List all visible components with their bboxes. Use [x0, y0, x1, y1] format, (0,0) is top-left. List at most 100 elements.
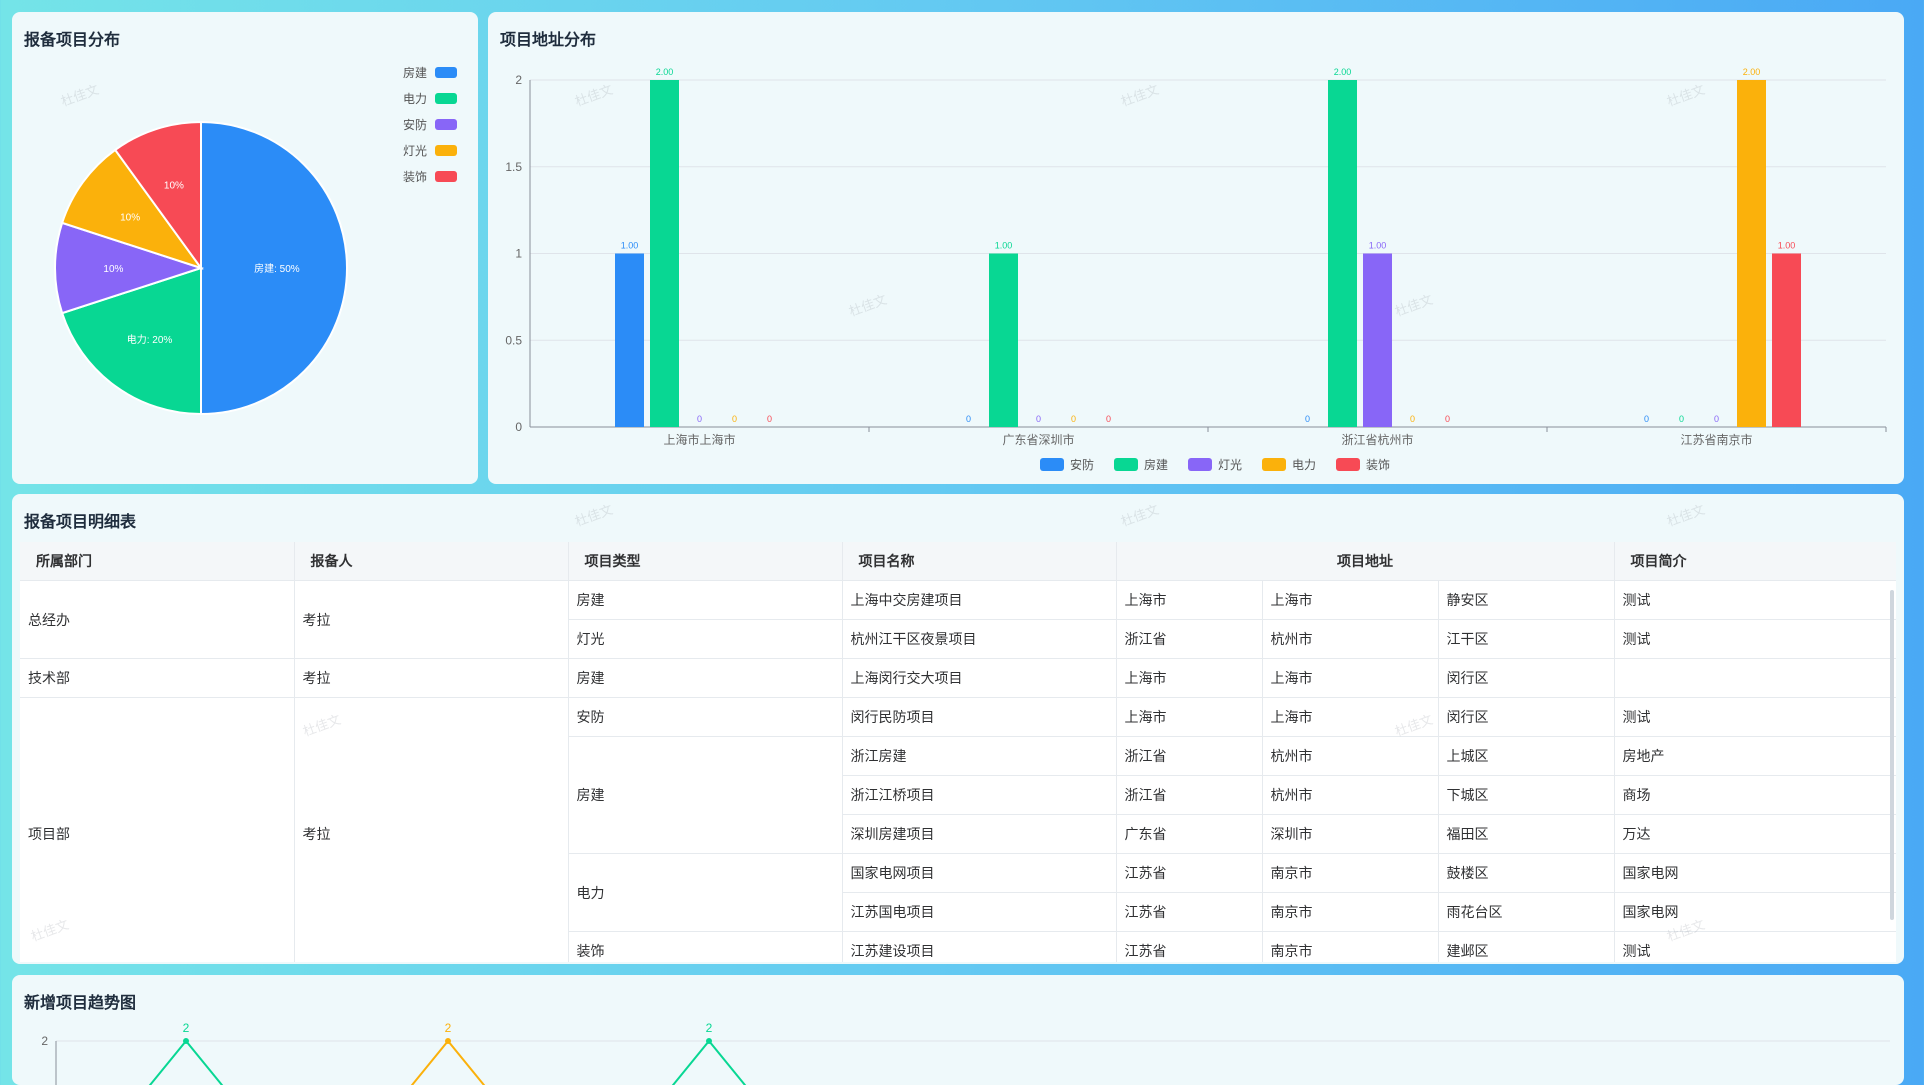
bar-category-label: 广东省深圳市	[1002, 432, 1074, 447]
trend-chart-card: 新增项目趋势图 2 2 2 2	[12, 975, 1904, 1085]
bar-房建-浙江省杭州市	[1328, 80, 1357, 427]
table-row[interactable]: 装饰 江苏建设项目 江苏省 南京市 建邺区 测试	[20, 931, 1896, 962]
cell-district: 静安区	[1438, 580, 1615, 620]
cell-province: 浙江省	[1116, 619, 1263, 659]
table-row[interactable]: 浙江江桥项目 浙江省 杭州市 下城区 商场	[20, 775, 1896, 815]
pie-legend-swatch	[435, 67, 457, 78]
cell-district: 闵行区	[1438, 697, 1615, 737]
bar-data-label: 0	[1644, 414, 1649, 424]
cell-type: 房建	[568, 736, 843, 854]
bar-data-label: 2.00	[1334, 67, 1352, 77]
cell-city: 上海市	[1262, 580, 1439, 620]
cell-desc: 测试	[1614, 619, 1896, 659]
trend-series-line	[148, 1039, 224, 1085]
table-row[interactable]: 房建 浙江房建 浙江省 杭州市 上城区 房地产	[20, 736, 1896, 854]
pie-slice-灯光	[60, 148, 204, 270]
bar-legend-swatch	[1262, 458, 1286, 471]
cell-type: 安防	[568, 697, 843, 737]
bar-data-label: 0	[767, 414, 772, 424]
bar-data-label: 0	[1106, 414, 1111, 424]
bar-chart: 0 0.5 1 1.5 2 上海市上海市 1.00 2.00 0 0 0 广东省深圳市 0 1.00 0 0 0…	[505, 67, 1887, 472]
table-row[interactable]: 电力 国家电网项目 江苏省 南京市 鼓楼区 国家电网	[20, 853, 1896, 932]
bar-房建-广东省深圳市	[989, 253, 1018, 427]
cell-city: 杭州市	[1262, 775, 1439, 815]
pie-legend-label: 安防	[403, 117, 427, 132]
cell-name: 杭州江干区夜景项目	[842, 619, 1117, 659]
cell-type: 装饰	[568, 931, 843, 962]
cell-city: 上海市	[1262, 697, 1439, 737]
table-row[interactable]: 深圳房建项目 广东省 深圳市 福田区 万达	[20, 814, 1896, 854]
cell-district: 江干区	[1438, 619, 1615, 659]
bar-data-label: 0	[732, 414, 737, 424]
table-row[interactable]: 灯光 杭州江干区夜景项目 浙江省 杭州市 江干区 测试	[20, 619, 1896, 659]
bar-category-label: 浙江省杭州市	[1341, 432, 1413, 447]
cell-district: 雨花台区	[1438, 892, 1615, 932]
cell-desc: 测试	[1614, 580, 1896, 620]
bar-legend-label: 灯光	[1218, 458, 1242, 472]
bar-legend-label: 电力	[1292, 458, 1316, 472]
trend-point	[183, 1038, 189, 1044]
cell-city: 深圳市	[1262, 814, 1439, 854]
detail-table: 所属部门 报备人 项目类型 项目名称 项目地址 项目简介 总经办 考拉 房建 上…	[20, 542, 1896, 962]
table-scrollbar[interactable]	[1890, 590, 1894, 920]
pie-legend-label: 灯光	[403, 144, 427, 158]
cell-type: 房建	[568, 580, 843, 620]
cell-name: 江苏国电项目	[842, 892, 1117, 932]
bar-data-label: 2.00	[656, 67, 674, 77]
cell-city: 上海市	[1262, 658, 1439, 698]
cell-name: 闵行民防项目	[842, 697, 1117, 737]
table-row[interactable]: 技术部 考拉 房建 上海闵行交大项目 上海市 上海市 闵行区	[20, 658, 1896, 698]
cell-name: 上海中交房建项目	[842, 580, 1117, 620]
cell-province: 上海市	[1116, 580, 1263, 620]
bar-data-label: 0	[1305, 414, 1310, 424]
cell-reporter: 考拉	[294, 658, 569, 698]
header-address: 项目地址	[1116, 542, 1615, 581]
cell-district: 鼓楼区	[1438, 853, 1615, 893]
table-row[interactable]: 江苏国电项目 江苏省 南京市 雨花台区 国家电网	[20, 892, 1896, 932]
bar-data-label: 0	[1714, 414, 1719, 424]
bar-legend-swatch	[1188, 458, 1212, 471]
bar-ytick-label: 0	[515, 420, 522, 434]
bar-category-label: 上海市上海市	[663, 432, 735, 447]
cell-province: 上海市	[1116, 658, 1263, 698]
cell-province: 江苏省	[1116, 853, 1263, 893]
cell-desc: 国家电网	[1614, 853, 1896, 893]
bar-category-label: 江苏省南京市	[1680, 432, 1752, 447]
pie-slice-装饰	[113, 120, 202, 272]
bar-ytick-label: 2	[515, 73, 522, 87]
table-header-row: 所属部门 报备人 项目类型 项目名称 项目地址 项目简介	[20, 542, 1896, 581]
cell-desc: 房地产	[1614, 736, 1896, 776]
bar-data-label: 0	[697, 414, 702, 424]
trend-point-label: 2	[445, 1021, 452, 1035]
pie-legend-swatch	[435, 93, 457, 104]
cell-desc: 测试	[1614, 931, 1896, 962]
bar-data-label: 0	[966, 414, 971, 424]
cell-province: 江苏省	[1116, 931, 1263, 962]
bar-灯光-浙江省杭州市	[1363, 253, 1392, 427]
cell-city: 南京市	[1262, 853, 1439, 893]
bar-data-label: 0	[1036, 414, 1041, 424]
pie-chart-card: 报备项目分布 房建: 50% 电力: 20% 10% 10% 10% 房建 电力 安防 灯光 装饰	[12, 12, 478, 484]
bar-legend-label: 安防	[1070, 457, 1094, 472]
cell-dept: 总经办	[20, 580, 295, 659]
table-scroll-area[interactable]: 所属部门 报备人 项目类型 项目名称 项目地址 项目简介 总经办 考拉 房建 上…	[20, 542, 1896, 962]
bar-房建-上海市上海市	[650, 80, 679, 427]
bar-电力-江苏省南京市	[1737, 80, 1766, 427]
bar-data-label: 1.00	[995, 241, 1013, 251]
cell-name: 浙江房建	[842, 736, 1117, 776]
table-row[interactable]: 总经办 考拉 房建 上海中交房建项目 上海市 上海市 静安区 测试	[20, 580, 1896, 659]
cell-district: 福田区	[1438, 814, 1615, 854]
bar-安防-上海市上海市	[615, 253, 644, 427]
cell-name: 深圳房建项目	[842, 814, 1117, 854]
cell-city: 杭州市	[1262, 619, 1439, 659]
pie-slice-电力	[60, 266, 202, 416]
bar-data-label: 1.00	[1369, 241, 1387, 251]
cell-desc: 测试	[1614, 697, 1896, 737]
bar-data-label: 0	[1679, 414, 1684, 424]
trend-series-line	[410, 1039, 486, 1085]
pie-slice-房建	[200, 120, 348, 416]
table-row[interactable]: 项目部 考拉 安防 闵行民防项目 上海市 上海市 闵行区 测试	[20, 697, 1896, 962]
detail-table-card: 报备项目明细表 所属部门 报备人 项目类型 项目名称 项目地址 项目简介 总经办	[12, 494, 1904, 964]
cell-dept: 技术部	[20, 658, 295, 698]
